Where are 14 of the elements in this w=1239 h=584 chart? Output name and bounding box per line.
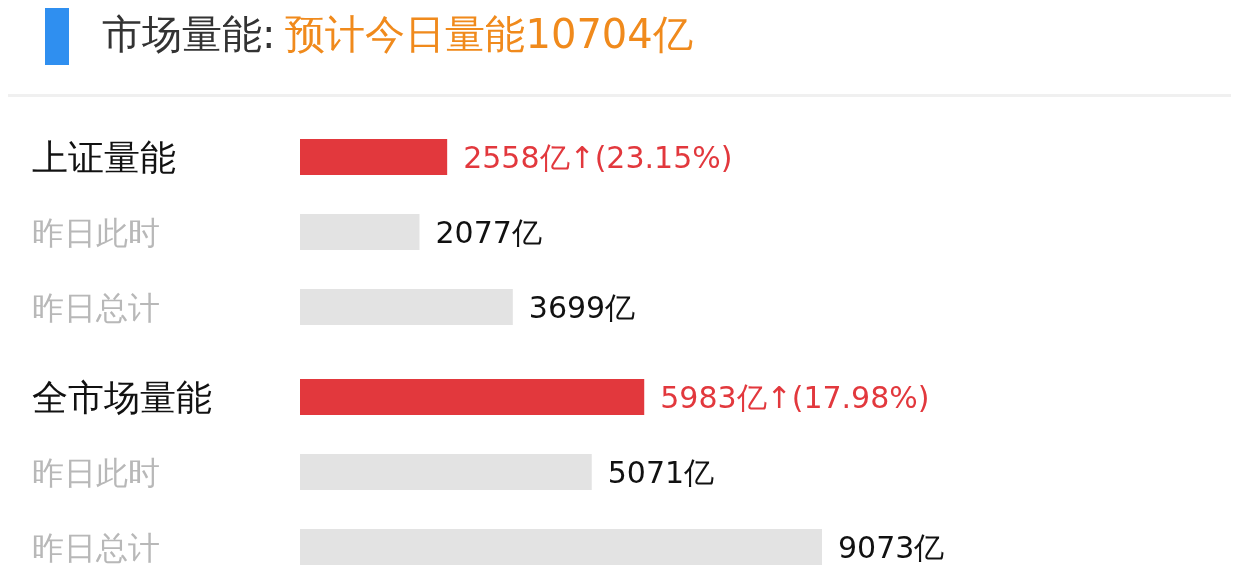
y-tick-label: 上证量能 — [32, 136, 176, 178]
data-label: 5983亿↑(17.98%) — [660, 379, 930, 415]
data-label: 3699亿 — [528, 289, 636, 325]
data-label: 2077亿 — [435, 214, 542, 250]
data-label: 2558亿↑(23.15%) — [463, 139, 733, 175]
chart-subtitle: 预计今日量能10704亿 — [285, 11, 693, 57]
data-label: 9073亿 — [838, 529, 945, 565]
y-tick-label: 昨日此时 — [32, 213, 160, 252]
chart-title: 市场量能: — [102, 11, 276, 57]
y-tick-label: 昨日总计 — [32, 528, 160, 567]
y-tick-label: 昨日总计 — [32, 288, 160, 327]
y-tick-label: 全市场量能 — [32, 376, 212, 418]
data-label: 5071亿 — [607, 454, 715, 490]
y-tick-label: 昨日此时 — [32, 453, 160, 492]
